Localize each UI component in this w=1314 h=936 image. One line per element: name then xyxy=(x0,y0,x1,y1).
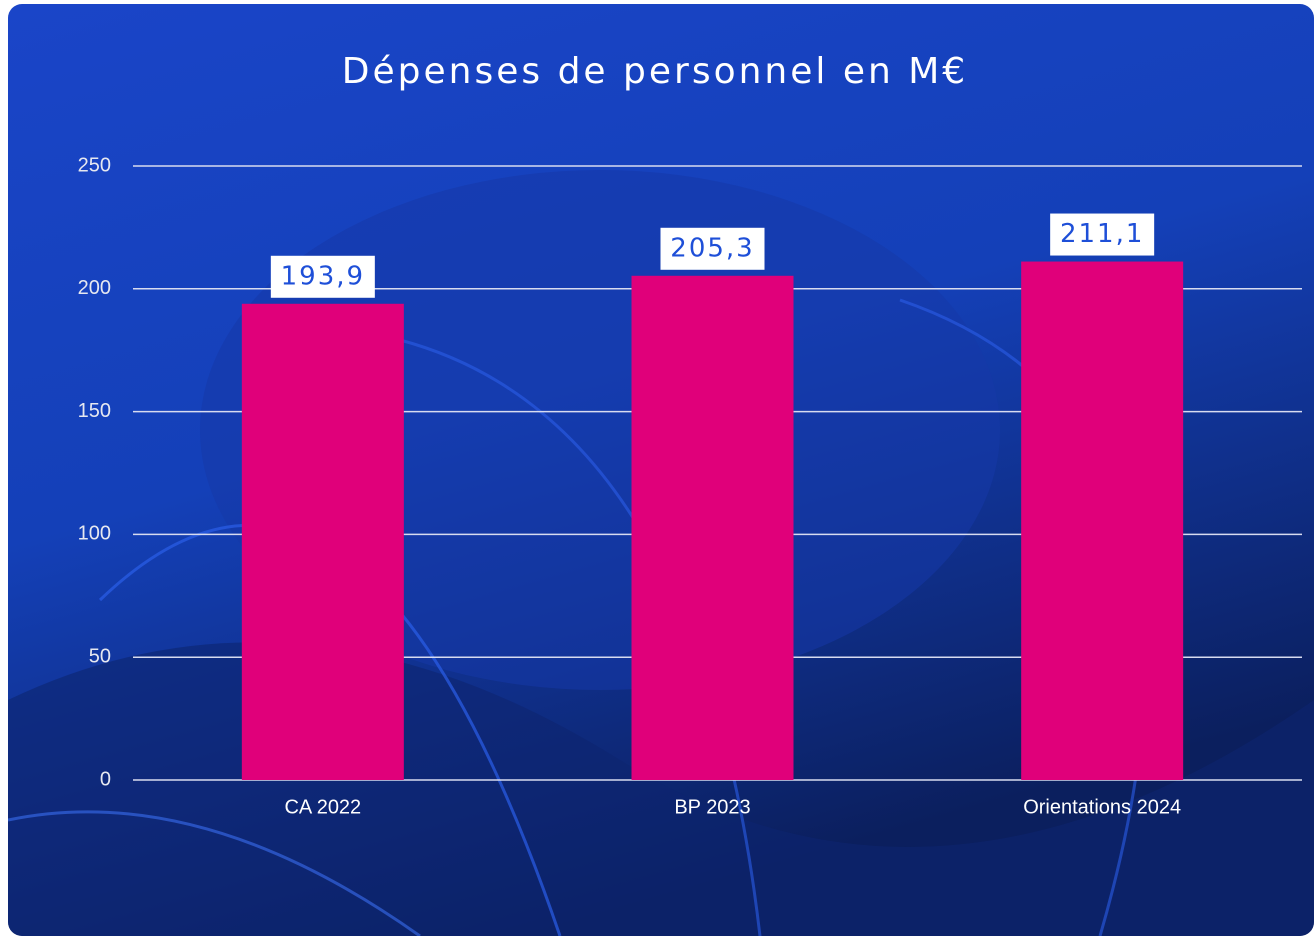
bar xyxy=(241,303,404,780)
value-label-box xyxy=(660,227,765,270)
value-label: 211,1 xyxy=(1060,219,1144,249)
bar xyxy=(1021,261,1184,780)
y-tick-label: 100 xyxy=(78,523,111,545)
value-label-box xyxy=(270,255,375,298)
x-tick-label: Orientations 2024 xyxy=(1023,796,1181,818)
x-tick-label: CA 2022 xyxy=(284,796,361,818)
value-label: 193,9 xyxy=(281,261,365,291)
chart-title: Dépenses de personnel en M€ xyxy=(342,51,968,92)
y-tick-label: 50 xyxy=(89,645,111,667)
x-tick-label: BP 2023 xyxy=(674,796,750,818)
y-tick-label: 0 xyxy=(100,768,111,790)
value-label: 205,3 xyxy=(670,233,754,263)
y-tick-label: 200 xyxy=(78,277,111,299)
bar xyxy=(631,275,794,780)
y-tick-label: 150 xyxy=(78,400,111,422)
value-label-box xyxy=(1050,213,1155,256)
y-tick-label: 250 xyxy=(78,154,111,176)
